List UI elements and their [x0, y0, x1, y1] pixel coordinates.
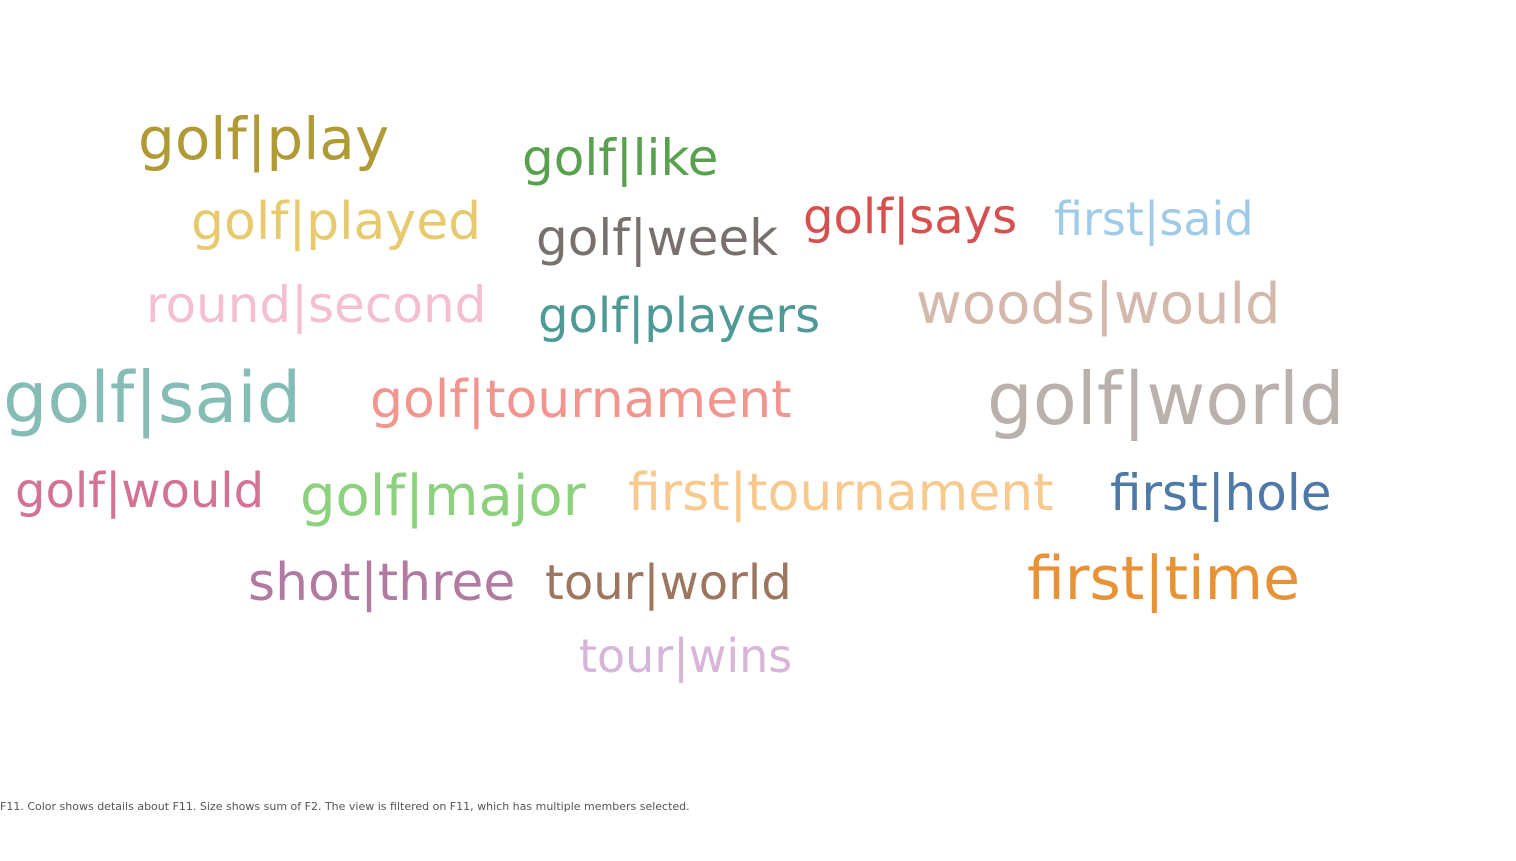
word-golf-played[interactable]: golf|played — [191, 192, 482, 252]
word-golf-says[interactable]: golf|says — [803, 189, 1018, 245]
word-golf-like[interactable]: golf|like — [522, 129, 719, 187]
word-tour-world[interactable]: tour|world — [545, 555, 792, 611]
word-golf-major[interactable]: golf|major — [300, 464, 586, 529]
word-first-hole[interactable]: first|hole — [1110, 464, 1332, 522]
word-round-second[interactable]: round|second — [146, 276, 487, 334]
word-first-said[interactable]: first|said — [1054, 192, 1254, 246]
word-golf-week[interactable]: golf|week — [536, 209, 779, 267]
word-golf-tournament[interactable]: golf|tournament — [370, 370, 792, 430]
chart-caption: F11. Color shows details about F11. Size… — [0, 800, 690, 813]
word-golf-play[interactable]: golf|play — [138, 105, 390, 173]
word-cloud: golf|play golf|like golf|played golf|week go… — [3, 105, 1345, 683]
word-golf-world[interactable]: golf|world — [987, 357, 1345, 441]
word-tour-wins[interactable]: tour|wins — [579, 629, 793, 683]
word-golf-said[interactable]: golf|said — [3, 357, 302, 439]
word-woods-would[interactable]: woods|would — [916, 272, 1281, 337]
word-golf-players[interactable]: golf|players — [538, 288, 821, 344]
word-shot-three[interactable]: shot|three — [248, 553, 516, 613]
word-golf-would[interactable]: golf|would — [15, 463, 265, 519]
word-first-time[interactable]: first|time — [1027, 544, 1301, 614]
word-first-tournament[interactable]: first|tournament — [628, 463, 1054, 523]
